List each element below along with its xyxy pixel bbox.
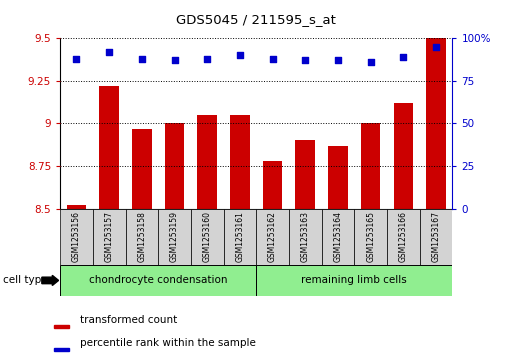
Bar (54, 348, 70, 351)
Text: GSM1253162: GSM1253162 (268, 211, 277, 262)
Text: GSM1253158: GSM1253158 (138, 211, 146, 262)
Point (72, 56, 81, 61)
Text: percentile rank within the sample: percentile rank within the sample (80, 338, 256, 348)
FancyBboxPatch shape (158, 209, 191, 265)
FancyBboxPatch shape (93, 209, 126, 265)
Text: GDS5045 / 211595_s_at: GDS5045 / 211595_s_at (176, 13, 336, 26)
Bar (99, 86, 119, 209)
FancyBboxPatch shape (191, 209, 224, 265)
Text: GSM1253160: GSM1253160 (203, 211, 212, 262)
Bar (295, 140, 315, 209)
Text: cell type: cell type (3, 276, 47, 285)
Text: transformed count: transformed count (80, 315, 177, 325)
Point (399, 54, 407, 60)
FancyBboxPatch shape (60, 265, 256, 296)
Bar (393, 103, 413, 209)
Text: GSM1253165: GSM1253165 (366, 211, 375, 262)
FancyBboxPatch shape (419, 209, 452, 265)
Point (138, 56, 146, 61)
FancyBboxPatch shape (126, 209, 158, 265)
Bar (132, 129, 152, 209)
Point (334, 57, 342, 63)
Point (236, 52, 244, 58)
FancyBboxPatch shape (256, 209, 289, 265)
Bar (426, 38, 446, 209)
FancyBboxPatch shape (60, 209, 93, 265)
Text: GSM1253156: GSM1253156 (72, 211, 81, 262)
Point (170, 57, 179, 63)
Bar (361, 123, 381, 209)
Text: GSM1253161: GSM1253161 (235, 211, 244, 262)
FancyBboxPatch shape (355, 209, 387, 265)
FancyBboxPatch shape (224, 209, 256, 265)
Bar (328, 146, 348, 209)
Point (268, 56, 277, 61)
Bar (67, 205, 86, 209)
Bar (165, 123, 185, 209)
Text: GSM1253157: GSM1253157 (105, 211, 113, 262)
Text: GSM1253166: GSM1253166 (399, 211, 408, 262)
Text: remaining limb cells: remaining limb cells (301, 276, 407, 285)
Text: GSM1253167: GSM1253167 (431, 211, 440, 262)
FancyBboxPatch shape (322, 209, 355, 265)
Point (203, 56, 211, 61)
Text: GSM1253163: GSM1253163 (301, 211, 310, 262)
FancyBboxPatch shape (256, 265, 452, 296)
Bar (263, 161, 282, 209)
Point (367, 59, 375, 65)
FancyBboxPatch shape (289, 209, 322, 265)
Text: GSM1253164: GSM1253164 (334, 211, 343, 262)
Text: chondrocyte condensation: chondrocyte condensation (89, 276, 228, 285)
Bar (230, 115, 250, 209)
Point (301, 57, 310, 63)
Point (432, 44, 440, 49)
Bar (198, 115, 217, 209)
Text: GSM1253159: GSM1253159 (170, 211, 179, 262)
FancyBboxPatch shape (387, 209, 419, 265)
Bar (54, 325, 70, 328)
Point (105, 49, 113, 55)
